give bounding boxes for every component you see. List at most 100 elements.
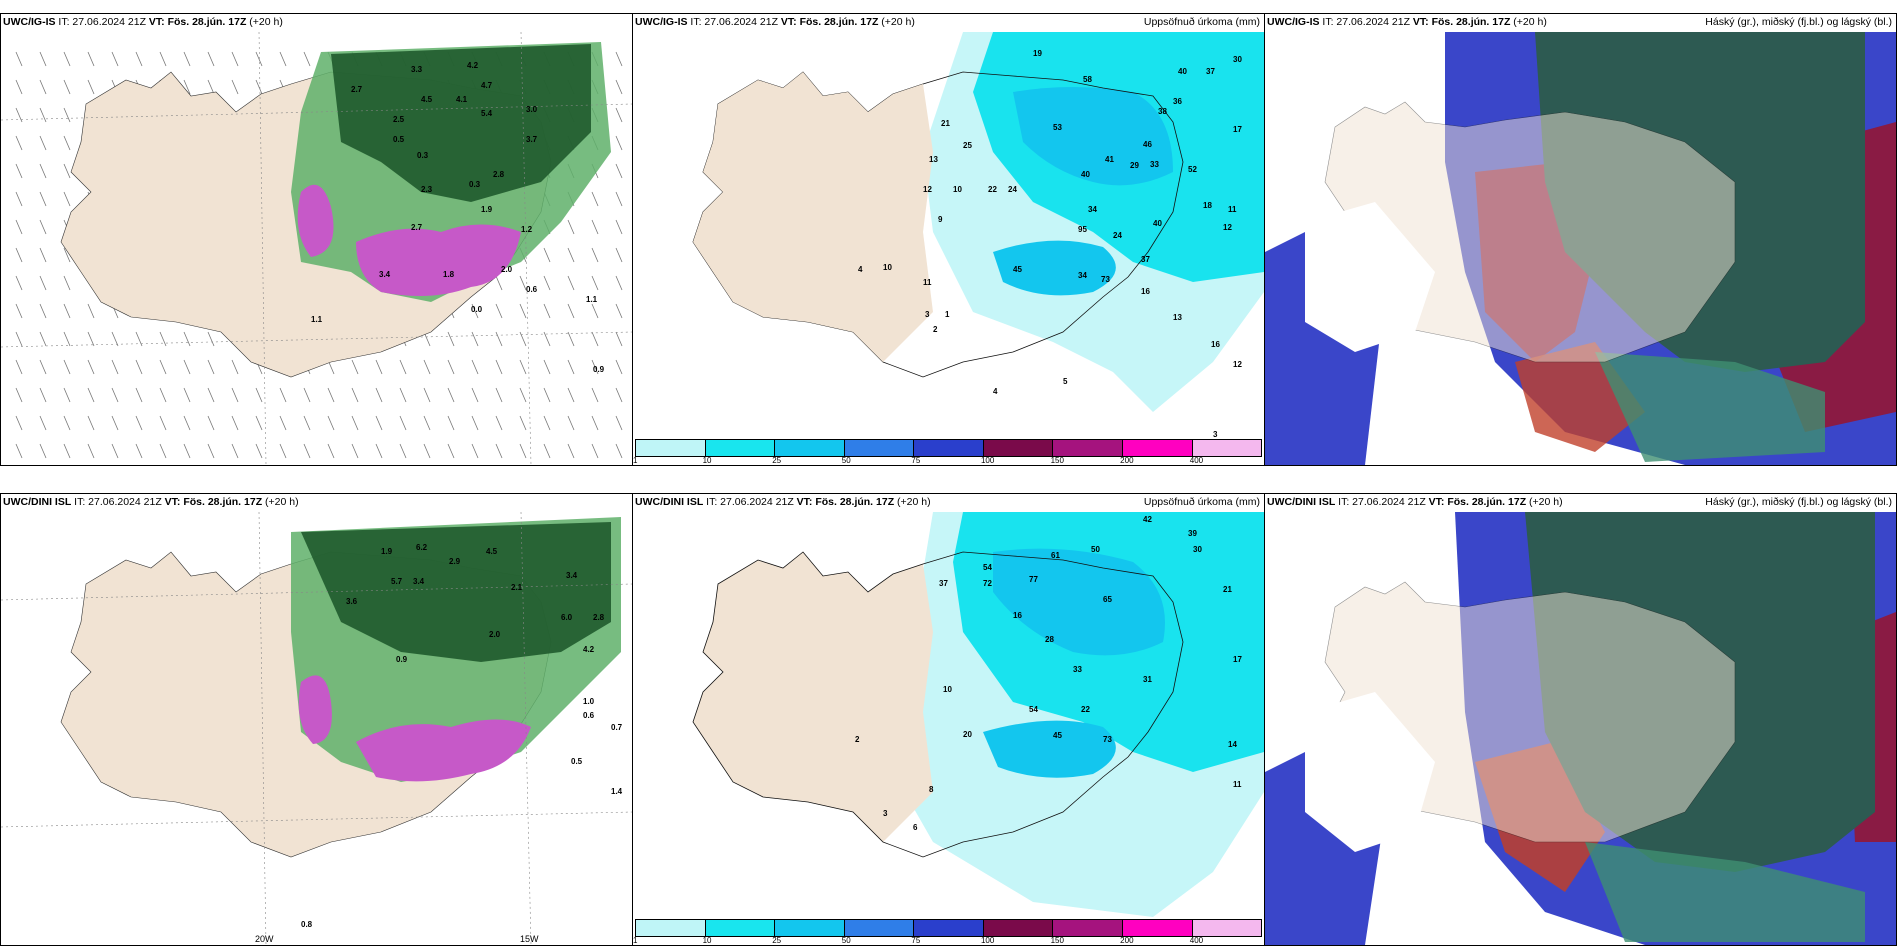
value-label: 4 [858,265,863,274]
legend-tick: 1 [633,456,638,465]
value-label: 25 [963,141,972,150]
legend-swatch [1192,920,1262,936]
legend-tick: 25 [772,456,782,465]
map-wind-snow: 20W 15W 3.3 4.2 4.1 2.7 4.7 4.5 5.4 3.0 … [1,32,632,465]
value-label: 54 [1029,705,1038,714]
legend-swatch [775,920,845,936]
legend-tick: 200 [1120,936,1134,945]
value-label: 12 [923,185,932,194]
value-label: 37 [1206,67,1215,76]
panel-dini-clouds: UWC/DINI ISL IT: 27.06.2024 21Z VT: Fös.… [1264,493,1897,946]
value-label: 10 [883,263,892,272]
precip-legend: 1 10 25 50 75 100 150 200 400 [633,917,1264,945]
value-label: 17 [1233,125,1242,134]
value-label: 4.2 [583,645,595,654]
value-label: 33 [1150,160,1159,169]
value-label: 39 [1188,529,1197,538]
legend-tick: 200 [1120,456,1134,465]
grid-lines [1,512,632,945]
legend-tick: 100 [980,456,995,465]
value-label: 20 [963,730,972,739]
value-label: 1.4 [611,787,623,796]
cloud-high-area [1585,842,1865,942]
value-label: 8 [929,785,934,794]
value-label: 40 [1153,219,1162,228]
value-label: 5 [1063,377,1068,386]
value-label: 95 [1078,225,1087,234]
value-label: 6.0 [561,613,573,622]
value-label: 29 [1130,161,1139,170]
value-label: 1.9 [481,205,493,214]
legend-tick: 50 [841,936,851,945]
value-label: 54 [983,563,992,572]
legend-tick: 400 [1189,936,1204,945]
legend-tick: 400 [1189,456,1204,465]
value-label: 1 [945,310,950,319]
legend-tick: 150 [1050,456,1064,465]
value-label: 10 [953,185,962,194]
value-label: 53 [1053,123,1062,132]
value-label: 37 [939,579,948,588]
panel-header: UWC/DINI ISL IT: 27.06.2024 21Z VT: Fös.… [3,496,299,508]
value-label: 2 [855,735,860,744]
legend-tick: 1 [633,936,638,945]
value-label: 31 [1143,675,1152,684]
value-label: 77 [1029,575,1038,584]
value-label: 0.8 [301,920,313,929]
value-label: 3.7 [526,135,538,144]
map-wind-snow: 20W 15W 6.2 2.9 4.5 1.9 5.7 3.4 2.1 3.4 … [1,512,632,945]
value-label: 30 [1193,545,1202,554]
value-label: 4.1 [456,95,468,104]
legend-swatch [983,920,1054,936]
legend-color-bar [635,919,1262,937]
value-label: 73 [1101,275,1110,284]
cloud-high-area [1595,352,1825,462]
panel-igis-wind: UWC/IG-IS IT: 27.06.2024 21Z VT: Fös. 28… [0,13,633,466]
value-label: 24 [1113,231,1122,240]
value-label: 22 [988,185,997,194]
precip-heavy-area [993,548,1165,656]
value-label: 9 [938,215,943,224]
land-dry-area [693,552,933,842]
value-label: 0.7 [611,723,623,732]
panel-title-right: Háský (gr.), miðský (fj.bl.) og lágský (… [1705,496,1892,508]
legend-tick: 25 [772,936,782,945]
value-label: 2.7 [411,223,423,232]
value-label: 1.8 [443,270,455,279]
value-label: 0.6 [583,711,595,720]
value-label: 3.4 [566,571,578,580]
panel-dini-precip: UWC/DINI ISL IT: 27.06.2024 21Z VT: Fös.… [632,493,1265,946]
value-label: 46 [1143,140,1152,149]
legend-swatch [1053,920,1123,936]
value-label: 40 [1178,67,1187,76]
value-label: 11 [923,278,932,287]
lon-label-15w: 15W [520,934,539,944]
value-label: 21 [1223,585,1232,594]
value-label: 3.4 [379,270,391,279]
value-label: 13 [1173,313,1182,322]
legend-tick: 150 [1050,936,1064,945]
value-label: 4.5 [486,547,498,556]
value-label: 4.7 [481,81,493,90]
value-label: 33 [1073,665,1082,674]
iceland-land [692,71,1184,378]
value-label: 14 [1228,740,1237,749]
value-label: 2.8 [493,170,505,179]
clear-sea-area [1305,692,1435,852]
value-label: 16 [1141,287,1150,296]
panel-igis-clouds: UWC/IG-IS IT: 27.06.2024 21Z VT: Fös. 28… [1264,13,1897,466]
panel-igis-precip: UWC/IG-IS IT: 27.06.2024 21Z VT: Fös. 28… [632,13,1265,466]
value-label: 1.2 [521,225,533,234]
value-label: 12 [1223,223,1232,232]
value-label: 65 [1103,595,1112,604]
pink-area [297,184,334,257]
value-label: 2.8 [593,613,605,622]
value-label: 30 [1233,55,1242,64]
value-label: 4 [993,387,998,396]
value-label: 2.0 [501,265,513,274]
value-label: 22 [1081,705,1090,714]
value-label: 2 [933,325,938,334]
panel-title-right: Háský (gr.), miðský (fj.bl.) og lágský (… [1705,16,1892,28]
value-label: 3.0 [526,105,538,114]
map-clouds [1265,32,1896,465]
